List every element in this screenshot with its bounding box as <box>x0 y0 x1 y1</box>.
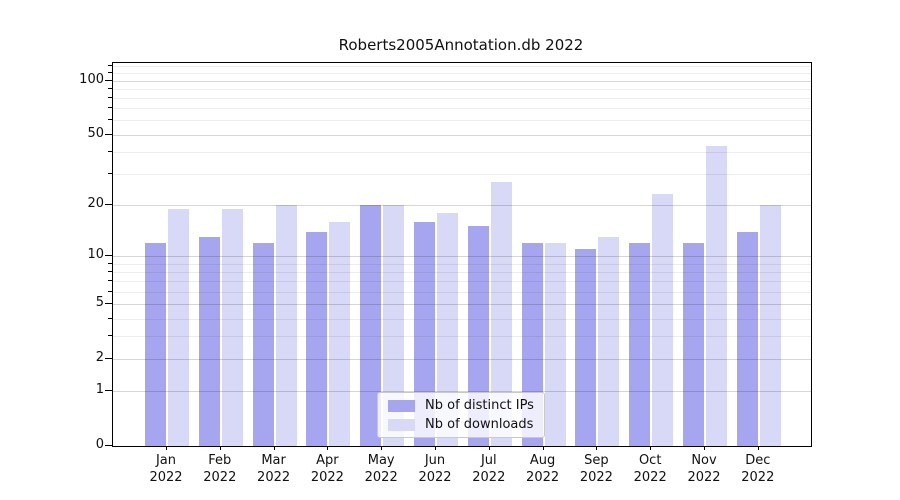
gridline-minor-120 <box>113 66 811 68</box>
bar-nb-of-distinct-ips-jan-2022 <box>145 242 166 446</box>
y-tick-mark-10 <box>105 255 112 257</box>
bar-nb-of-distinct-ips-oct-2022 <box>629 242 651 446</box>
x-tick-label-feb-2022: Feb 2022 <box>203 453 237 485</box>
gridline-major-50 <box>113 134 811 136</box>
chart-title: Roberts2005Annotation.db 2022 <box>338 36 584 54</box>
bar-nb-of-distinct-ips-jun-2022 <box>414 221 435 446</box>
bar-nb-of-distinct-ips-may-2022 <box>360 204 382 446</box>
y-tick-mark-20 <box>105 203 112 205</box>
bar-nb-of-distinct-ips-apr-2022 <box>306 231 328 446</box>
legend-label-downloads: Nb of downloads <box>425 417 534 432</box>
bar-nb-of-downloads-jul-2022 <box>490 182 512 446</box>
y-tick-label-10: 10 <box>87 247 104 263</box>
gridline-minor-80 <box>113 97 811 99</box>
x-tick-label-oct-2022: Oct 2022 <box>633 453 667 485</box>
x-tick-mark-nov-2022 <box>704 446 705 450</box>
x-tick-label-mar-2022: Mar 2022 <box>257 453 291 485</box>
x-tick-mark-aug-2022 <box>542 446 544 450</box>
x-tick-label-dec-2022: Dec 2022 <box>741 453 775 485</box>
y-minortick-mark-110 <box>108 72 112 74</box>
bar-nb-of-downloads-may-2022 <box>383 204 405 446</box>
x-tick-mark-jan-2022 <box>166 446 167 450</box>
y-minortick-mark-40 <box>108 150 112 152</box>
bar-nb-of-downloads-oct-2022 <box>652 194 674 446</box>
x-tick-label-jun-2022: Jun 2022 <box>418 453 452 485</box>
x-tick-mark-apr-2022 <box>327 446 329 450</box>
y-minortick-mark-120 <box>108 65 112 67</box>
y-minortick-mark-7 <box>108 280 112 282</box>
x-tick-mark-may-2022 <box>381 446 383 450</box>
gridline-minor-70 <box>113 108 811 110</box>
legend-entry-downloads: Nb of downloads <box>388 417 534 432</box>
bar-nb-of-downloads-feb-2022 <box>221 208 243 446</box>
y-tick-mark-0 <box>105 445 112 446</box>
y-minortick-mark-9 <box>108 262 112 264</box>
x-tick-mark-mar-2022 <box>273 446 275 450</box>
bar-nb-of-downloads-jun-2022 <box>437 212 458 446</box>
bar-nb-of-downloads-mar-2022 <box>275 204 297 446</box>
x-tick-mark-jul-2022 <box>488 446 490 450</box>
bar-nb-of-downloads-aug-2022 <box>544 242 566 446</box>
gridline-minor-90 <box>113 88 811 90</box>
legend: Nb of distinct IPs Nb of downloads <box>377 392 545 438</box>
x-tick-mark-dec-2022 <box>757 446 759 450</box>
x-tick-label-apr-2022: Apr 2022 <box>310 453 344 485</box>
x-tick-label-jul-2022: Jul 2022 <box>472 453 506 485</box>
y-tick-mark-5 <box>105 303 112 305</box>
gridline-minor-60 <box>113 120 811 122</box>
y-tick-mark-50 <box>105 133 112 135</box>
x-tick-label-aug-2022: Aug 2022 <box>526 453 560 485</box>
y-tick-label-1: 1 <box>95 382 104 398</box>
y-minortick-mark-60 <box>108 119 112 121</box>
bar-nb-of-distinct-ips-mar-2022 <box>252 242 274 446</box>
x-tick-label-may-2022: May 2022 <box>364 453 398 485</box>
bar-nb-of-distinct-ips-dec-2022 <box>736 231 758 446</box>
y-minortick-mark-4 <box>108 317 112 319</box>
y-minortick-mark-80 <box>108 96 112 98</box>
bar-nb-of-downloads-dec-2022 <box>759 204 781 446</box>
legend-entry-distinct-ips: Nb of distinct IPs <box>388 398 534 413</box>
gridline-major-100 <box>113 80 811 82</box>
bar-nb-of-downloads-sep-2022 <box>598 237 620 446</box>
y-tick-label-20: 20 <box>87 195 104 211</box>
bar-nb-of-downloads-apr-2022 <box>329 221 351 446</box>
y-minortick-mark-6 <box>108 290 112 292</box>
x-tick-mark-jun-2022 <box>435 446 436 450</box>
x-tick-label-sep-2022: Sep 2022 <box>579 453 613 485</box>
y-tick-mark-2 <box>105 357 112 359</box>
y-tick-mark-1 <box>105 390 112 392</box>
bar-nb-of-distinct-ips-nov-2022 <box>683 242 704 446</box>
bar-nb-of-distinct-ips-jul-2022 <box>467 226 489 446</box>
x-tick-label-jan-2022: Jan 2022 <box>149 453 183 485</box>
y-minortick-mark-8 <box>108 270 112 272</box>
y-tick-label-2: 2 <box>95 349 104 365</box>
gridline-minor-110 <box>113 73 811 75</box>
bar-nb-of-downloads-nov-2022 <box>706 146 727 446</box>
bar-nb-of-downloads-jan-2022 <box>168 208 189 446</box>
y-minortick-mark-30 <box>108 173 112 175</box>
y-minortick-mark-70 <box>108 107 112 109</box>
plot-area <box>112 62 812 447</box>
x-tick-label-nov-2022: Nov 2022 <box>687 453 721 485</box>
y-minortick-mark-90 <box>108 87 112 89</box>
x-tick-mark-oct-2022 <box>650 446 652 450</box>
x-tick-mark-sep-2022 <box>596 446 598 450</box>
y-tick-label-100: 100 <box>79 71 104 87</box>
y-minortick-mark-3 <box>108 335 112 337</box>
legend-swatch-downloads <box>388 418 415 431</box>
legend-swatch-distinct-ips <box>388 399 415 412</box>
bar-nb-of-distinct-ips-sep-2022 <box>575 249 597 446</box>
y-tick-label-5: 5 <box>95 295 104 311</box>
y-tick-label-50: 50 <box>87 125 104 141</box>
y-tick-label-0: 0 <box>95 437 104 452</box>
bar-nb-of-distinct-ips-feb-2022 <box>198 237 220 446</box>
legend-label-distinct-ips: Nb of distinct IPs <box>425 398 534 413</box>
y-tick-mark-100 <box>105 79 112 81</box>
x-tick-mark-feb-2022 <box>219 446 221 450</box>
